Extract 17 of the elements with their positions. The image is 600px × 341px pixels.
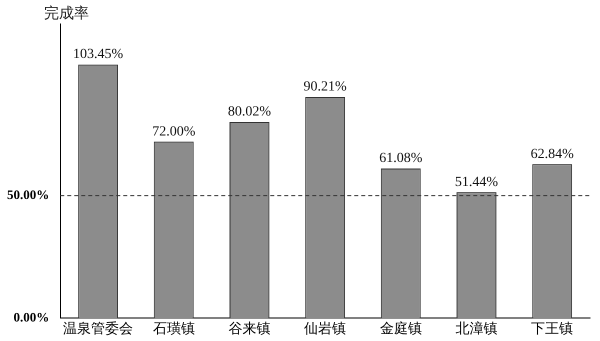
data-label: 80.02% (228, 104, 272, 120)
x-tick-label: 石璜镇 (152, 321, 195, 338)
x-tick-label: 下王镇 (531, 321, 574, 338)
data-label: 103.45% (73, 47, 124, 62)
data-label: 90.21% (304, 80, 348, 95)
x-tick-label: 北漳镇 (455, 321, 498, 338)
y-tick-label: 0.00% (14, 310, 50, 325)
x-tick-label: 金庭镇 (380, 321, 422, 338)
y-tick-label: 50.00% (7, 186, 50, 202)
x-tick-label: 谷来镇 (228, 321, 270, 338)
y-axis-title: 完成率 (44, 4, 89, 23)
x-tick-label: 温泉管委会 (63, 321, 134, 338)
x-tick-label: 仙岩镇 (304, 321, 346, 338)
data-label: 72.00% (152, 124, 196, 140)
data-label: 62.84% (530, 146, 574, 162)
data-label: 51.44% (454, 174, 498, 190)
data-label: 61.08% (379, 151, 423, 166)
